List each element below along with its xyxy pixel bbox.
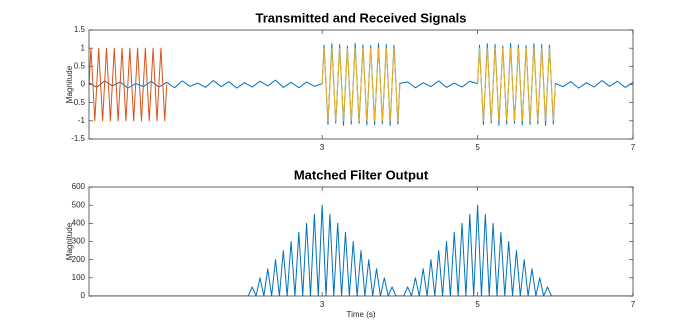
y-tick-label: 200 [72,255,86,264]
y-axis-label: Magnitude [65,65,74,103]
y-tick-label: 500 [72,200,86,209]
y-tick-label: 1.5 [74,25,86,34]
x-tick-label: 3 [320,300,325,309]
axes: Matched Filter Output 0 100 200 300 400 500 600… [65,167,636,319]
y-tick-label: 0.5 [74,61,86,70]
axes-box [88,29,634,140]
axes-box [88,186,634,297]
x-tick-label: 5 [475,300,480,309]
x-axis-label: Time (s) [346,310,375,319]
signal-line [89,204,633,296]
x-tick-label: 3 [320,143,325,152]
plot-area [89,204,633,296]
plot-area [89,42,633,127]
x-tick-label: 7 [631,143,636,152]
y-tick-label: 100 [72,273,86,282]
y-tick-label: -0.5 [71,98,85,107]
axes: Transmitted and Received Signals -1.5 -1 -0… [65,10,636,152]
y-axis-label: Magnitude [65,222,74,260]
y-tick-label: 0 [81,80,86,89]
y-tick-label: 1 [81,43,86,52]
chart-title: Matched Filter Output [294,167,429,182]
y-tick-label: 300 [72,237,86,246]
y-tick-label: 600 [72,182,86,191]
signal-line [89,47,168,122]
y-tick-label: 400 [72,218,86,227]
chart-title: Transmitted and Received Signals [256,10,467,25]
signal-line [321,47,401,122]
y-tick-label: 0 [81,291,86,300]
x-tick-label: 7 [631,300,636,309]
signal-line [477,47,556,122]
y-tick-label: -1.5 [71,134,85,143]
y-tick-label: -1 [78,116,86,125]
x-tick-label: 5 [475,143,480,152]
